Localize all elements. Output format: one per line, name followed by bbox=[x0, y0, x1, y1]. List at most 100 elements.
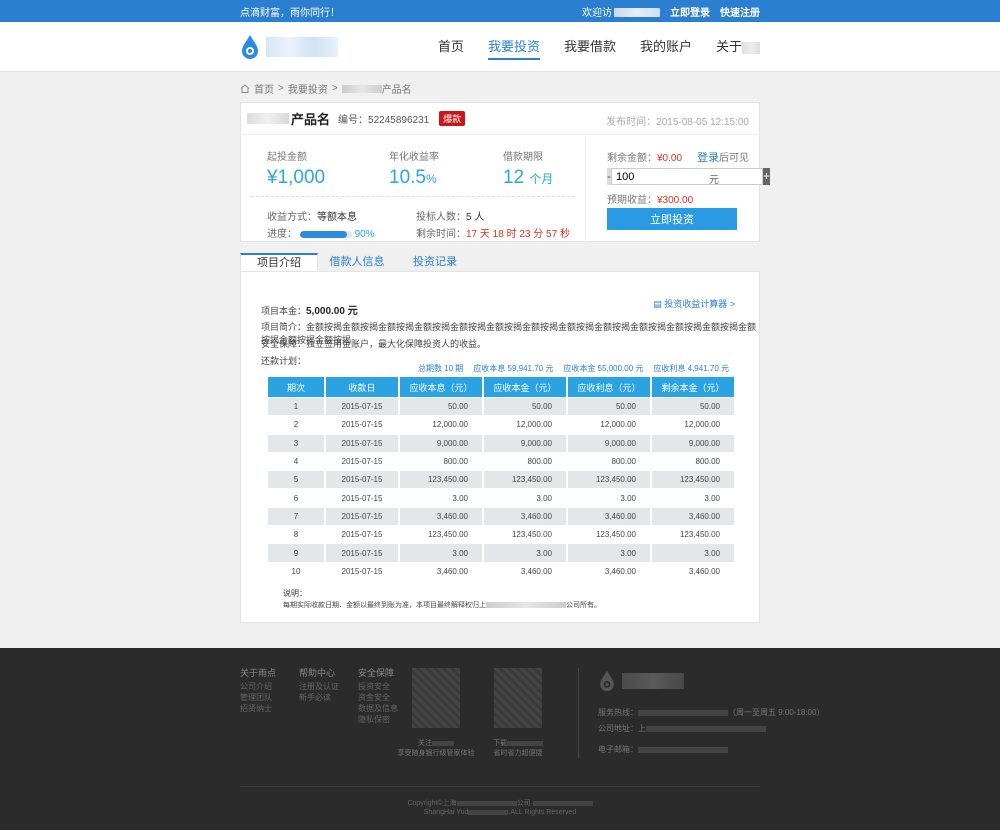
amount-input[interactable] bbox=[611, 168, 763, 185]
breadcrumb-home[interactable]: 首页 bbox=[254, 84, 274, 96]
login-link[interactable]: 立即登录 bbox=[670, 7, 710, 19]
amount-unit: 元 bbox=[709, 175, 719, 186]
invest-now-button[interactable]: 立即投资 bbox=[607, 208, 737, 230]
table-cell: 9,000.00 bbox=[568, 434, 650, 452]
table-cell: 3.00 bbox=[568, 489, 650, 507]
remaining-amount: 剩余金额：¥0.00 bbox=[607, 153, 683, 164]
table-cell: 123,450.00 bbox=[568, 471, 650, 489]
table-cell: 2015-07-15 bbox=[326, 507, 398, 526]
table-cell: 3.00 bbox=[652, 544, 734, 562]
tab-project-intro[interactable]: 项目介绍 bbox=[240, 253, 318, 272]
table-cell: 2015-07-15 bbox=[326, 562, 398, 580]
header: 首页 我要投资 我要借款 我的账户 关于 bbox=[0, 22, 1000, 72]
table-cell: 12,000.00 bbox=[400, 416, 482, 434]
footer-link[interactable]: 公司介绍 bbox=[240, 682, 272, 691]
table-cell: 2015-07-15 bbox=[326, 416, 398, 434]
plan-label: 还款计划： bbox=[261, 356, 307, 366]
table-cell: 10 bbox=[268, 562, 324, 580]
plan-summary: 总期数 10 期 应收本息 59,941.70 元 应收本金 55,000.00… bbox=[417, 364, 729, 373]
table-cell: 123,450.00 bbox=[400, 471, 482, 489]
copyright: Copyright©上海 公司 bbox=[0, 798, 1000, 808]
table-cell: 6 bbox=[268, 489, 324, 507]
table-cell: 2015-07-15 bbox=[326, 471, 398, 489]
table-cell: 2015-07-15 bbox=[326, 526, 398, 544]
raindrop-logo-icon bbox=[600, 670, 614, 692]
footer-link[interactable]: 新手必读 bbox=[299, 693, 331, 702]
table-cell: 123,450.00 bbox=[484, 471, 566, 489]
footer-link[interactable]: 数据及信息 bbox=[358, 704, 398, 713]
plus-button[interactable]: + bbox=[763, 168, 771, 185]
footer-address: 公司地址：上 bbox=[598, 723, 766, 734]
progress-bar bbox=[299, 230, 352, 238]
table-cell: 3,460.00 bbox=[568, 507, 650, 526]
footer-col-about: 关于雨点 公司介绍 管理团队 招贤纳士 bbox=[240, 668, 277, 713]
principal-row: 项目本金：5,000.00 元 bbox=[261, 306, 358, 317]
table-cell: 3.00 bbox=[652, 489, 734, 507]
footer-link[interactable]: 管理团队 bbox=[240, 693, 272, 702]
footer-logo bbox=[598, 670, 684, 692]
logo[interactable] bbox=[240, 32, 340, 62]
calculator-icon: ▤ bbox=[653, 299, 662, 309]
tab-borrower-info[interactable]: 借款人信息 bbox=[329, 256, 385, 268]
breadcrumb-invest[interactable]: 我要投资 bbox=[287, 84, 328, 96]
footer-link[interactable]: 投资安全 bbox=[358, 682, 390, 691]
table-cell: 3,460.00 bbox=[484, 507, 566, 526]
calculator-link[interactable]: ▤ 投资收益计算器 > bbox=[653, 299, 735, 309]
footer-link[interactable]: 招贤纳士 bbox=[240, 704, 272, 713]
project-detail: 项目本金：5,000.00 元 ▤ 投资收益计算器 > 项目简介：金额按揭金额按… bbox=[240, 271, 760, 623]
product-code: 编号：52245896231 bbox=[338, 115, 430, 126]
table-cell: 2015-07-15 bbox=[326, 398, 398, 416]
table-cell: 12,000.00 bbox=[568, 416, 650, 434]
table-cell: 800.00 bbox=[652, 452, 734, 471]
footer-col-safety: 安全保障 投资安全 资金安全 数据及信息 隐私保密 bbox=[358, 668, 398, 724]
table-cell: 3,460.00 bbox=[400, 562, 482, 580]
col-remaining: 剩余本金（元） bbox=[652, 377, 734, 397]
table-cell: 12,000.00 bbox=[652, 416, 734, 434]
table-row: 5 2015-07-15 123,450.00 123,450.00 123,450.0… bbox=[268, 471, 734, 489]
table-cell: 9,000.00 bbox=[400, 434, 482, 452]
qr-caption-app: 下载 省时省力超便捷 bbox=[493, 740, 543, 757]
footer-link[interactable]: 资金安全 bbox=[358, 693, 390, 702]
table-row: 3 2015-07-15 9,000.00 9,000.00 9,000.00 9,000… bbox=[268, 434, 734, 452]
table-cell: 3,460.00 bbox=[652, 562, 734, 580]
table-cell: 3.00 bbox=[484, 489, 566, 507]
table-cell: 800.00 bbox=[400, 452, 482, 471]
footer: 关于雨点 公司介绍 管理团队 招贤纳士 帮助中心 注册及认证 新手必读 安全保障… bbox=[0, 648, 1000, 830]
login-view-link[interactable]: 登录 bbox=[697, 152, 719, 164]
welcome-text: 欢迎访 bbox=[582, 4, 660, 19]
qr-caption-wechat: 关注 享受随身银行级管家体验 bbox=[397, 740, 475, 757]
publish-time: 发布时间：2015-08-05 12:15:00 bbox=[606, 117, 749, 128]
home-icon bbox=[240, 83, 250, 93]
register-link[interactable]: 快速注册 bbox=[720, 7, 760, 19]
table-cell: 3,460.00 bbox=[652, 507, 734, 526]
table-header: 期次 收款日 应收本息（元） 应收本金（元） 应收利息（元） 剩余本金（元） bbox=[268, 377, 734, 397]
table-cell: 800.00 bbox=[484, 452, 566, 471]
nav-invest[interactable]: 我要投资 bbox=[487, 22, 540, 72]
table-row: 8 2015-07-15 123,450.00 123,450.00 123,450.0… bbox=[268, 526, 734, 544]
stat-term: 借款期限 12 个月 bbox=[503, 152, 554, 188]
product-stats: 起投金额 ¥1,000 年化收益率 10.5% 借款期限 12 个月 收益方式：… bbox=[241, 136, 586, 242]
footer-link[interactable]: 注册及认证 bbox=[299, 682, 339, 691]
table-cell: 3,460.00 bbox=[400, 507, 482, 526]
hot-badge: 爆款 bbox=[439, 111, 466, 126]
investor-count: 投标人数：5 人 bbox=[416, 212, 485, 223]
nav-about[interactable]: 关于 bbox=[716, 22, 760, 72]
table-cell: 9 bbox=[268, 544, 324, 562]
nav-home[interactable]: 首页 bbox=[437, 39, 464, 54]
tab-invest-records[interactable]: 投资记录 bbox=[413, 256, 457, 268]
table-cell: 3.00 bbox=[400, 544, 482, 562]
table-row: 4 2015-07-15 800.00 800.00 800.00 800.00 bbox=[268, 452, 734, 471]
minus-button[interactable]: - bbox=[607, 168, 611, 185]
table-cell: 123,450.00 bbox=[400, 526, 482, 544]
table-row: 1 2015-07-15 50.00 50.00 50.00 50.00 bbox=[268, 398, 734, 416]
table-row: 9 2015-07-15 3.00 3.00 3.00 3.00 bbox=[268, 544, 734, 562]
progress: 进度： 90% bbox=[267, 229, 375, 240]
table-cell: 1 bbox=[268, 398, 324, 416]
breadcrumb: 首页 > 我要投资 > 产品名 bbox=[240, 80, 412, 96]
nav-borrow[interactable]: 我要借款 bbox=[563, 39, 616, 54]
nav-account[interactable]: 我的账户 bbox=[639, 39, 692, 54]
product-header: 产品名 编号：52245896231 爆款 发布时间：2015-08-05 12… bbox=[241, 103, 759, 135]
note-title: 说明： bbox=[283, 589, 307, 598]
footer-link[interactable]: 隐私保密 bbox=[358, 715, 390, 724]
detail-tabs: 项目介绍 借款人信息 投资记录 bbox=[240, 253, 760, 272]
